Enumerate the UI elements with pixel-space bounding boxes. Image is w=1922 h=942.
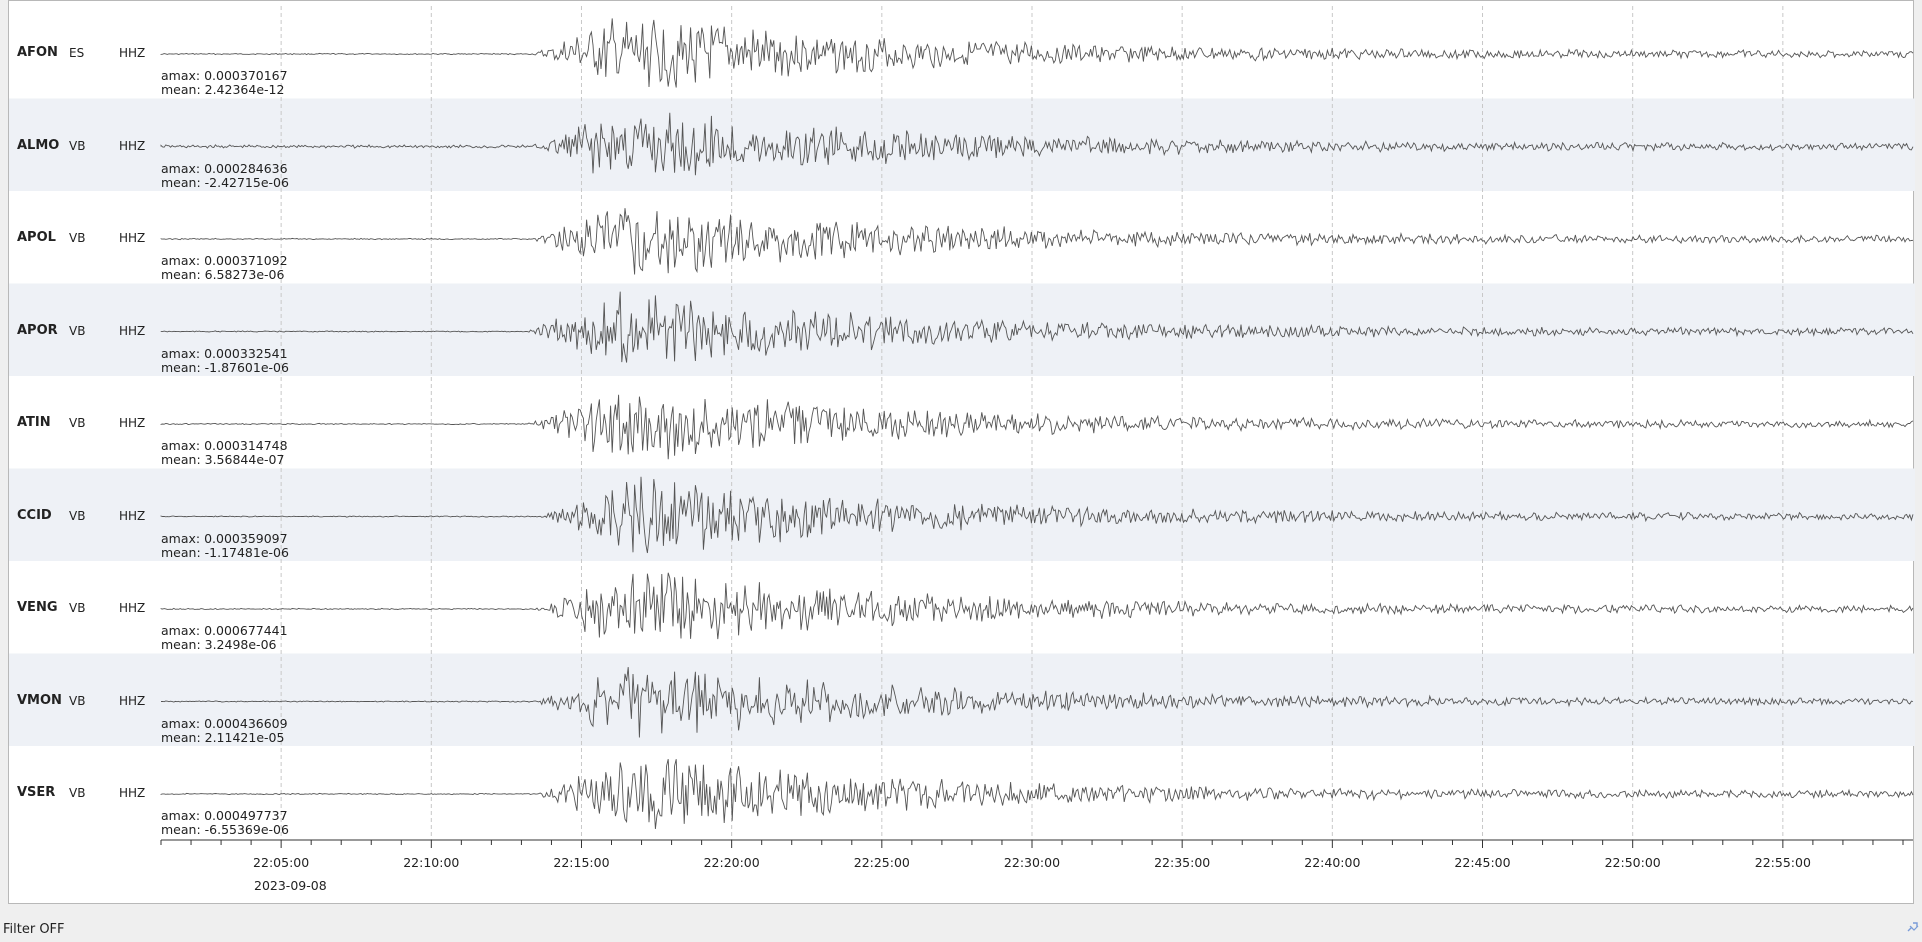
amax-value: amax: 0.000677441 [161, 623, 288, 638]
channel-label: HHZ [119, 601, 146, 615]
status-bar: Filter OFF [0, 914, 1922, 942]
station-label: AFON [17, 45, 58, 60]
waveform-apor[interactable] [160, 291, 1914, 363]
network-label: VB [69, 508, 86, 523]
mean-value: mean: -1.87601e-06 [161, 359, 289, 375]
station-label: VMON [17, 692, 62, 708]
waveform-atin[interactable] [160, 394, 1914, 460]
waveform-vmon[interactable] [160, 667, 1914, 738]
amax-value: amax: 0.000436609 [161, 715, 288, 731]
station-label: CCID [17, 507, 52, 523]
tick-label: 22:10:00 [403, 855, 460, 870]
channel-label: HHZ [119, 416, 146, 430]
trace-view-panel[interactable]: AFON ES HHZ amax: 0.000370167 mean: 2.42364e… [8, 0, 1915, 905]
tick-label: 22:35:00 [1154, 855, 1211, 870]
channel-label: HHZ [119, 231, 146, 245]
tick-label: 22:45:00 [1454, 855, 1511, 870]
filter-status: Filter OFF [3, 922, 65, 937]
trace-stats: amax: 0.000497737 mean: -6.55369e-06 [161, 809, 289, 837]
axis-date-label: 2023-09-08 [254, 878, 327, 893]
mean-value: mean: 3.56844e-07 [161, 452, 285, 467]
amax-value: amax: 0.000371092 [161, 253, 288, 268]
row-background [9, 98, 1915, 191]
station-label: ALMO [17, 137, 60, 153]
mean-value: mean: 2.11421e-05 [161, 729, 285, 745]
tick-label: 22:40:00 [1304, 855, 1361, 870]
trace-stats: amax: 0.000371092 mean: 6.58273e-06 [161, 254, 288, 282]
channel-label: HHZ [119, 323, 146, 338]
trace-stats: amax: 0.000359097 mean: -1.17481e-06 [161, 530, 289, 560]
network-label: VB [69, 231, 86, 245]
waveform-vser[interactable] [160, 758, 1914, 830]
station-label: VENG [17, 600, 58, 615]
tick-label: 22:15:00 [553, 855, 610, 870]
network-label: ES [69, 46, 85, 60]
zoom-cursor-icon[interactable] [1906, 920, 1920, 934]
waveform-almo[interactable] [160, 112, 1914, 176]
amax-value: amax: 0.000359097 [161, 530, 288, 546]
mean-value: mean: 2.42364e-12 [161, 82, 285, 97]
tick-label: 22:25:00 [853, 855, 910, 870]
amax-value: amax: 0.000284636 [161, 160, 288, 176]
trace-stats: amax: 0.000436609 mean: 2.11421e-05 [161, 715, 288, 745]
network-label: VB [69, 323, 86, 338]
trace-stats: amax: 0.000677441 mean: 3.2498e-06 [161, 624, 288, 652]
network-label: VB [69, 601, 86, 615]
row-background [9, 283, 1915, 376]
mean-value: mean: -6.55369e-06 [161, 822, 289, 837]
channel-label: HHZ [119, 693, 146, 708]
channel-label: HHZ [119, 508, 146, 523]
trace-stats: amax: 0.000332541 mean: -1.87601e-06 [161, 345, 289, 375]
amax-value: amax: 0.000332541 [161, 345, 288, 361]
waveform-apol[interactable] [160, 208, 1914, 275]
waveform-veng[interactable] [160, 572, 1914, 640]
tick-label: 22:20:00 [703, 855, 760, 870]
amax-value: amax: 0.000370167 [161, 68, 288, 83]
amax-value: amax: 0.000314748 [161, 438, 288, 453]
network-label: VB [69, 138, 86, 153]
amax-value: amax: 0.000497737 [161, 808, 288, 823]
waveform-afon[interactable] [160, 18, 1914, 88]
waveform-ccid[interactable] [160, 476, 1914, 554]
tick-label: 22:50:00 [1604, 855, 1661, 870]
channel-label: HHZ [119, 786, 146, 800]
mean-value: mean: 6.58273e-06 [161, 267, 285, 282]
mean-value: mean: -1.17481e-06 [161, 544, 289, 560]
station-label: VSER [17, 785, 56, 800]
station-label: ATIN [17, 415, 51, 430]
station-label: APOL [17, 230, 56, 245]
mean-value: mean: -2.42715e-06 [161, 174, 289, 190]
trace-stats: amax: 0.000314748 mean: 3.56844e-07 [161, 439, 288, 467]
network-label: VB [69, 786, 86, 800]
trace-stats: amax: 0.000370167 mean: 2.42364e-12 [161, 69, 288, 97]
trace-stats: amax: 0.000284636 mean: -2.42715e-06 [161, 160, 289, 190]
network-label: VB [69, 693, 86, 708]
station-label: APOR [17, 322, 58, 338]
trace-canvas[interactable] [9, 1, 1915, 905]
channel-label: HHZ [119, 46, 146, 60]
network-label: VB [69, 416, 86, 430]
tick-label: 22:30:00 [1003, 855, 1061, 870]
tick-label: 22:55:00 [1754, 855, 1811, 870]
channel-label: HHZ [119, 138, 146, 153]
mean-value: mean: 3.2498e-06 [161, 637, 277, 652]
tick-label: 22:05:00 [253, 855, 310, 870]
